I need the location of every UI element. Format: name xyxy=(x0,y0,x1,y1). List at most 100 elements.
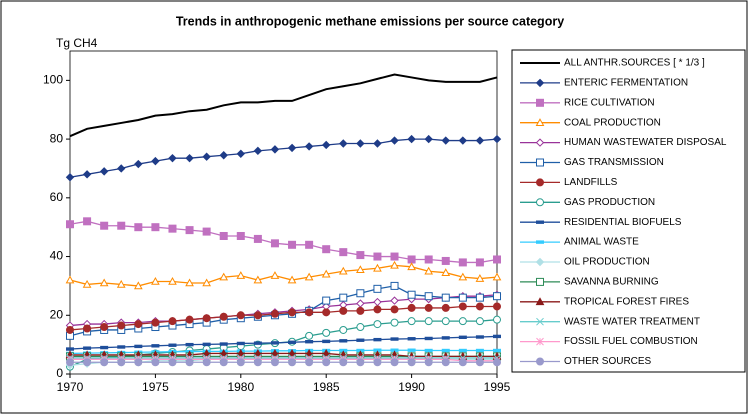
marker xyxy=(99,167,109,176)
marker xyxy=(100,221,109,230)
marker xyxy=(441,358,450,367)
marker xyxy=(407,337,416,341)
marker xyxy=(493,358,501,367)
marker xyxy=(305,308,314,317)
legend-label: RICE CULTIVATION xyxy=(564,97,655,108)
marker xyxy=(270,145,280,154)
legend-label: LANDFILLS xyxy=(564,177,618,188)
x-tick-label: 1995 xyxy=(484,380,511,394)
x-tick-label: 1975 xyxy=(142,380,169,394)
marker xyxy=(407,348,416,352)
legend-marker xyxy=(535,138,545,147)
marker xyxy=(82,170,92,179)
marker xyxy=(185,153,194,163)
marker xyxy=(168,358,177,367)
marker xyxy=(475,136,485,145)
marker xyxy=(339,248,348,257)
marker xyxy=(202,152,211,161)
marker xyxy=(66,358,74,367)
marker xyxy=(322,328,331,337)
marker xyxy=(288,358,297,367)
legend-label: SAVANNA BURNING xyxy=(564,277,659,288)
marker xyxy=(202,227,211,236)
marker xyxy=(356,323,365,332)
marker xyxy=(100,323,109,332)
marker xyxy=(441,317,450,326)
marker xyxy=(202,358,211,367)
legend-label: WASTE WATER TREATMENT xyxy=(564,316,700,327)
marker xyxy=(134,320,143,329)
marker xyxy=(424,266,434,275)
marker xyxy=(458,358,467,367)
marker xyxy=(83,217,92,226)
marker xyxy=(373,358,382,367)
marker xyxy=(407,262,416,271)
marker xyxy=(270,341,279,345)
marker xyxy=(407,134,416,144)
marker xyxy=(407,358,416,367)
marker xyxy=(236,231,245,240)
marker xyxy=(66,347,74,351)
marker xyxy=(475,258,484,267)
marker xyxy=(493,334,501,339)
marker xyxy=(390,358,399,367)
marker xyxy=(253,234,262,243)
marker xyxy=(441,293,450,302)
legend-label: ANIMAL WASTE xyxy=(564,237,639,248)
marker xyxy=(236,341,245,346)
marker xyxy=(373,263,382,272)
marker xyxy=(493,348,501,353)
legend-marker xyxy=(536,158,544,167)
marker xyxy=(458,335,467,339)
marker xyxy=(492,134,502,144)
marker xyxy=(339,293,348,302)
marker xyxy=(458,272,468,281)
marker xyxy=(219,272,229,281)
marker xyxy=(253,146,263,156)
legend-marker xyxy=(536,337,544,346)
legend-label: GAS PRODUCTION xyxy=(564,197,655,208)
marker xyxy=(356,251,365,260)
marker xyxy=(321,140,331,150)
marker xyxy=(390,136,399,145)
marker xyxy=(287,143,297,153)
x-tick-label: 1985 xyxy=(313,380,340,394)
marker xyxy=(168,343,177,347)
series-line xyxy=(70,358,497,362)
marker xyxy=(458,317,467,326)
marker xyxy=(356,338,365,342)
marker xyxy=(373,320,382,329)
marker xyxy=(322,296,331,305)
marker xyxy=(339,325,348,334)
marker xyxy=(373,284,382,293)
marker xyxy=(441,256,450,265)
marker xyxy=(82,279,92,288)
marker xyxy=(253,311,262,320)
marker xyxy=(185,315,194,324)
marker xyxy=(134,344,143,349)
marker xyxy=(424,303,433,312)
marker xyxy=(185,342,194,347)
legend-marker xyxy=(536,98,544,107)
y-tick-label: 80 xyxy=(50,131,64,145)
legend-marker xyxy=(536,317,544,326)
marker xyxy=(407,255,416,264)
marker xyxy=(185,278,194,287)
marker xyxy=(475,335,484,339)
marker xyxy=(458,293,467,302)
marker xyxy=(83,358,92,367)
legend-marker xyxy=(535,118,545,126)
marker xyxy=(134,159,143,169)
marker xyxy=(493,255,501,264)
marker xyxy=(339,306,348,315)
legend-label: ALL ANTHR.SOURCES [ * 1/3 ] xyxy=(564,58,705,69)
marker xyxy=(117,321,126,330)
marker xyxy=(475,293,484,302)
chart-title: Trends in anthropogenic methane emission… xyxy=(176,14,564,28)
marker xyxy=(65,275,75,284)
legend-label: FOSSIL FUEL COMBUSTION xyxy=(564,336,698,347)
y-tick-label: 0 xyxy=(56,366,63,380)
marker xyxy=(288,340,297,344)
marker xyxy=(390,318,399,327)
marker xyxy=(458,302,467,311)
